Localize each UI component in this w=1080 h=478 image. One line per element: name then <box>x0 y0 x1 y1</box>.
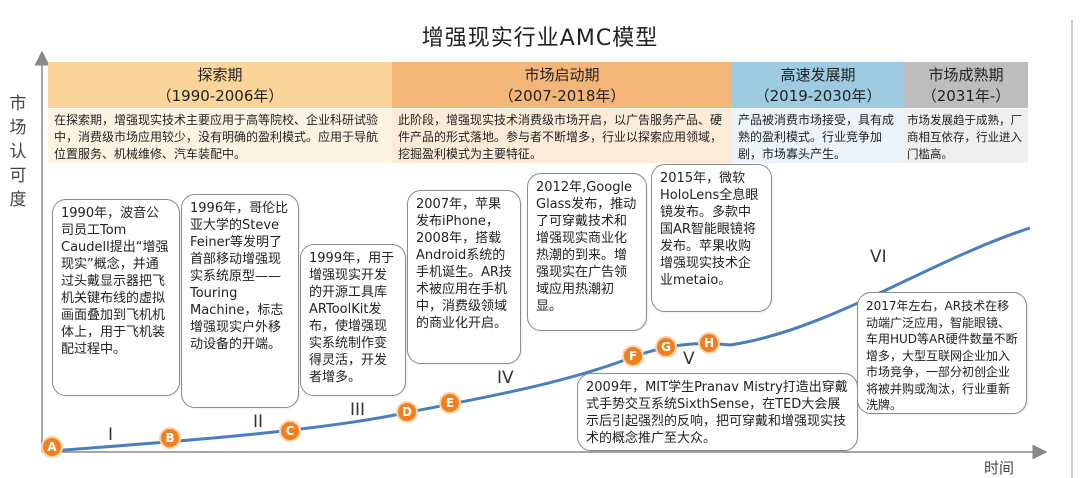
event-marker-d: D <box>396 401 418 423</box>
phase-name: 探索期 <box>197 66 243 84</box>
event-bubble-f: 2012年,Google Glass发布，推动了可穿戴技术和增强现实商业化热潮的… <box>527 173 647 331</box>
stage-label: II <box>253 412 264 432</box>
event-bubble-b: 1996年，哥伦比亚大学的Steve Feiner等发明了首部移动增强现实系统原… <box>181 194 299 408</box>
event-marker-h: H <box>698 332 720 354</box>
event-bubble-d: 2007年，苹果发布iPhone，2008年，搭载Android系统的手机诞生。… <box>407 190 521 364</box>
stage-label: VI <box>870 247 887 267</box>
event-marker-b: B <box>159 427 181 449</box>
event-bubble-e: 2009年，MIT学生Pranav Mistry打造出穿戴式手势交互系统Sixt… <box>577 373 858 451</box>
stage-label: III <box>350 400 366 420</box>
stage-label: IV <box>497 368 514 388</box>
event-marker-f: F <box>622 345 644 367</box>
phase-description: 在探索期，增强现实技术主要应用于高等院校、企业科研试验中，消费级市场应用较少，没… <box>48 109 392 163</box>
event-bubble-c: 1999年，用于增强现实开发的开源工具库ARToolKit发布，使增强现实系统制… <box>300 244 406 396</box>
phase-band-exploration: 探索期 （1990-2006年） <box>48 62 392 108</box>
phase-description: 市场发展趋于成熟，厂商相互依存，行业进入门槛高。 <box>904 109 1028 163</box>
event-bubble-2017: 2017年左右，AR技术在移动端广泛应用，智能眼镜、车用HUD等AR硬件数量不断… <box>857 292 1027 414</box>
phase-description: 此阶段，增强现实技术消费级市场开启，以广告服务产品、硬件产品的形式落地。参与者不… <box>392 109 732 163</box>
stage-label: V <box>683 349 695 369</box>
phase-range: （1990-2006年） <box>156 87 284 105</box>
event-marker-c: C <box>279 420 301 442</box>
event-marker-e: E <box>439 392 461 414</box>
phase-range: （2031年-） <box>921 87 1011 105</box>
event-bubble-a: 1990年，波音公司员工Tom Caudell提出“增强现实”概念，并通过头戴显… <box>52 199 180 396</box>
x-axis-label: 时间 <box>984 459 1015 477</box>
chart-title: 增强现实行业AMC模型 <box>421 26 659 51</box>
phase-range: （2007-2018年） <box>498 87 626 105</box>
event-marker-g: G <box>655 336 677 358</box>
phase-name: 高速发展期 <box>780 66 856 84</box>
y-axis-label: 市场认可度 <box>9 94 27 210</box>
phase-range: （2019-2030年） <box>754 87 882 105</box>
phase-band-mature: 市场成熟期 （2031年-） <box>904 62 1028 108</box>
event-marker-a: A <box>41 436 63 458</box>
event-bubble-g: 2015年，微软HoloLens全息眼镜发布。多款中国AR智能眼镜将发布。苹果收… <box>651 164 772 312</box>
stage-label: I <box>108 425 114 445</box>
phase-name: 市场启动期 <box>524 66 600 84</box>
phase-band-launch: 市场启动期 （2007-2018年） <box>392 62 732 108</box>
phase-band-growth: 高速发展期 （2019-2030年） <box>732 62 904 108</box>
phase-name: 市场成熟期 <box>928 66 1004 84</box>
phase-description: 产品被消费市场接受，具有成熟的盈利模式。行业竞争加剧，市场寡头产生。 <box>732 109 904 163</box>
